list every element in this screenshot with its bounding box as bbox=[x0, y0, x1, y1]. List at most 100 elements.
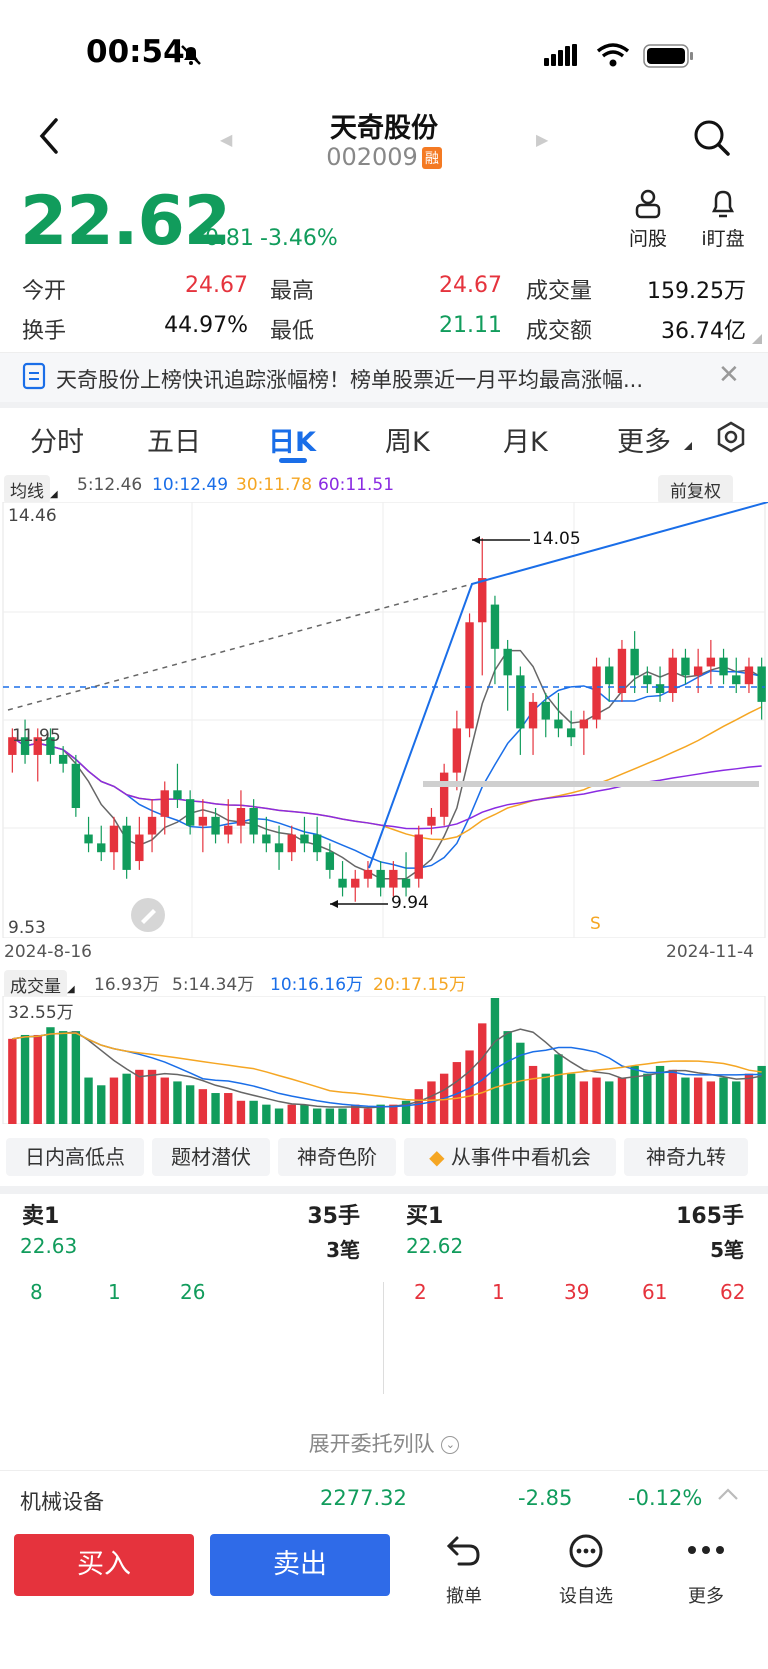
status-time: 00:54 bbox=[86, 34, 185, 70]
bell-off-icon bbox=[178, 42, 204, 72]
open-label: 今开 bbox=[22, 279, 67, 304]
volume-selector[interactable]: 成交量 ◢ bbox=[4, 970, 75, 999]
cancel-order-label: 撤单 bbox=[446, 1586, 482, 1607]
tool-intraday-high-low[interactable]: 日内高低点 bbox=[6, 1138, 144, 1176]
volume-current: 16.93万 bbox=[94, 975, 160, 995]
volume-label: 成交量 bbox=[526, 279, 593, 304]
volume-bar bbox=[719, 1077, 728, 1124]
news-text[interactable]: 天奇股份上榜快讯追踪涨幅榜！榜单股票近一月平均最高涨幅... bbox=[56, 368, 644, 392]
candle-body bbox=[579, 719, 589, 729]
cancel-order-button[interactable] bbox=[424, 1532, 504, 1574]
arrow-high-icon bbox=[472, 536, 480, 544]
candle-body bbox=[592, 666, 601, 720]
stock-code: 002009 融 bbox=[0, 143, 768, 171]
buy-button[interactable]: 买入 bbox=[14, 1534, 194, 1596]
tool-theme-ambush[interactable]: 题材潜伏 bbox=[152, 1138, 270, 1176]
volume-bar bbox=[173, 1081, 182, 1124]
tab-five-day[interactable]: 五日 bbox=[147, 427, 201, 458]
bell-icon bbox=[711, 190, 735, 218]
settings-icon[interactable] bbox=[714, 420, 748, 458]
person-icon bbox=[635, 189, 661, 219]
ask1-count: 3笔 bbox=[326, 1238, 360, 1262]
signal-icon bbox=[544, 44, 579, 66]
tab-monthly-k[interactable]: 月K bbox=[503, 427, 548, 458]
ma-selector[interactable]: 均线 ◢ bbox=[4, 475, 58, 504]
news-banner[interactable] bbox=[0, 352, 768, 403]
candle-body bbox=[300, 834, 309, 844]
back-button[interactable] bbox=[36, 116, 62, 160]
volume-bar bbox=[160, 1077, 169, 1124]
candle-body bbox=[46, 737, 55, 755]
y-axis-bottom: 9.53 bbox=[8, 918, 46, 938]
ask-queue-2: 1 bbox=[108, 1280, 121, 1304]
candle-body bbox=[160, 790, 169, 817]
annot-high-label: 14.05 bbox=[532, 529, 581, 549]
volume-bar bbox=[185, 1085, 195, 1124]
volume-bar bbox=[630, 1065, 639, 1124]
sell-button[interactable]: 卖出 bbox=[210, 1534, 390, 1596]
prev-stock-icon[interactable]: ◀ bbox=[220, 130, 233, 149]
queue-divider bbox=[383, 1282, 384, 1394]
tool-color-scale[interactable]: 神奇色阶 bbox=[278, 1138, 396, 1176]
sector-name[interactable]: 机械设备 bbox=[20, 1490, 104, 1514]
add-watchlist-label: 设自选 bbox=[559, 1586, 613, 1607]
sector-divider bbox=[0, 1470, 768, 1471]
high-value: 24.67 bbox=[439, 273, 502, 298]
more-button[interactable] bbox=[666, 1540, 746, 1564]
tab-more[interactable]: 更多 bbox=[617, 427, 671, 458]
date-end: 2024-11-4 bbox=[666, 942, 754, 962]
candle-body bbox=[338, 878, 347, 888]
tool-magic-nine[interactable]: 神奇九转 bbox=[624, 1138, 748, 1176]
candle-body bbox=[20, 737, 30, 755]
low-label: 最低 bbox=[270, 319, 315, 344]
volume-bar bbox=[46, 1027, 55, 1124]
adjust-selector[interactable]: 前复权 bbox=[658, 475, 733, 504]
candle-body bbox=[97, 843, 106, 853]
candle-body bbox=[528, 701, 538, 729]
turnover-value: 44.97% bbox=[164, 313, 248, 338]
volume-bar bbox=[554, 1054, 563, 1124]
volume-bar bbox=[401, 1100, 411, 1124]
tab-intraday[interactable]: 分时 bbox=[30, 427, 84, 458]
expand-queue-button[interactable]: 展开委托列队 ⌄ bbox=[0, 1428, 768, 1458]
volume-chart[interactable] bbox=[0, 996, 768, 1124]
volume-bar bbox=[592, 1077, 601, 1124]
volume-bar bbox=[300, 1104, 309, 1124]
expand-queue-label: 展开委托列队 bbox=[308, 1432, 435, 1456]
candle-body bbox=[363, 869, 373, 879]
volume-bar bbox=[84, 1077, 93, 1124]
ma60-value: 60:11.51 bbox=[318, 475, 395, 495]
watch-button[interactable]: i盯盘 bbox=[688, 188, 758, 251]
volume-bar bbox=[528, 1065, 538, 1124]
candle-body bbox=[490, 604, 500, 649]
candle-body bbox=[566, 728, 576, 738]
candle-body bbox=[58, 754, 68, 764]
candle-body bbox=[122, 825, 131, 870]
news-icon bbox=[22, 362, 46, 394]
candle-body bbox=[681, 657, 690, 676]
kline-chart[interactable] bbox=[0, 502, 768, 938]
candle-body bbox=[706, 657, 716, 667]
volume-bar bbox=[617, 1077, 627, 1124]
turnover-label: 换手 bbox=[22, 319, 67, 344]
tab-weekly-k[interactable]: 周K bbox=[385, 427, 430, 458]
battery-icon bbox=[643, 44, 695, 72]
tool-event-opportunity[interactable]: ◆ 从事件中看机会 bbox=[404, 1138, 616, 1176]
candle-body bbox=[389, 869, 398, 888]
ask-stock-button[interactable]: 问股 bbox=[618, 188, 678, 251]
search-icon[interactable] bbox=[692, 118, 732, 162]
close-icon[interactable]: ✕ bbox=[718, 360, 740, 390]
candle-body bbox=[135, 834, 144, 862]
volume-bar bbox=[198, 1089, 208, 1124]
next-stock-icon[interactable]: ▶ bbox=[536, 130, 549, 149]
add-watchlist-button[interactable] bbox=[546, 1532, 626, 1574]
tab-daily-k[interactable]: 日K bbox=[268, 427, 316, 458]
candle-body bbox=[198, 816, 208, 826]
candle-body bbox=[643, 675, 652, 685]
volume-bar bbox=[605, 1081, 614, 1124]
ask-queue-3: 26 bbox=[180, 1280, 206, 1304]
candle-body bbox=[147, 816, 157, 835]
volume-bar bbox=[516, 1042, 525, 1124]
chevron-up-icon[interactable] bbox=[716, 1484, 740, 1508]
y-axis-top: 14.46 bbox=[8, 506, 57, 526]
